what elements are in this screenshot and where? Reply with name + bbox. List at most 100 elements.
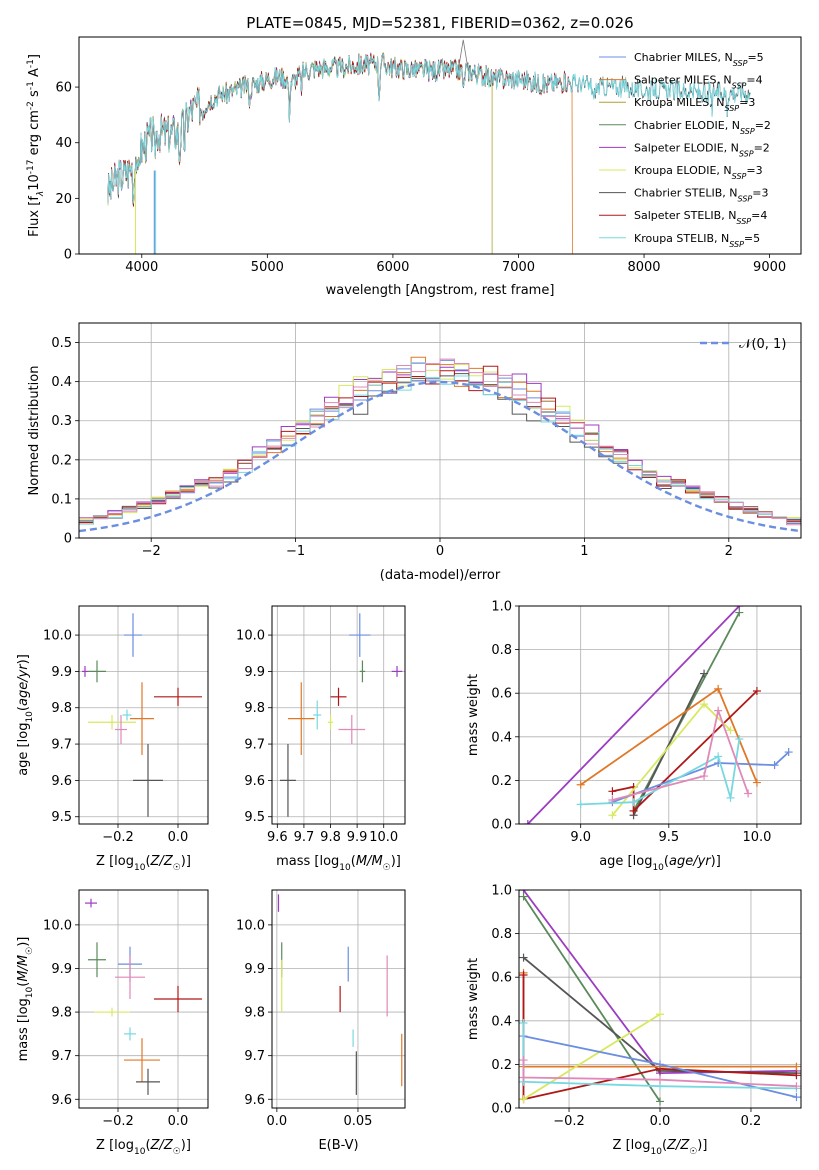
label-part: 10 bbox=[25, 986, 35, 998]
legend-label: Salpeter STELIB, NSSP=4 bbox=[634, 209, 767, 226]
legend-label-part: Kroupa ELODIE, N bbox=[634, 164, 732, 177]
y-tick-label: 9.9 bbox=[244, 665, 265, 680]
label-part: Z [log bbox=[96, 1138, 134, 1153]
weight-series bbox=[612, 751, 790, 804]
weight-marker bbox=[656, 1075, 664, 1084]
legend-label-part: SSP bbox=[732, 172, 747, 181]
weight-marker bbox=[700, 669, 709, 678]
label-part: / bbox=[366, 854, 373, 869]
label-part: ☉ bbox=[173, 1147, 181, 1157]
x-tick-label: 0.0 bbox=[168, 1114, 189, 1129]
y-tick-label: 0.4 bbox=[491, 1014, 512, 1029]
y-tick-label: 40 bbox=[55, 136, 72, 151]
weight-marker bbox=[519, 1018, 528, 1027]
legend-label-part: =3 bbox=[752, 187, 768, 200]
legend-label-part: =2 bbox=[755, 119, 771, 132]
label-part: / bbox=[692, 854, 699, 869]
label-part: Z bbox=[150, 1138, 161, 1153]
legend-label-part: Salpeter STELIB, N bbox=[634, 209, 736, 222]
weight-series bbox=[580, 738, 741, 806]
y-tick-label: 9.5 bbox=[244, 810, 265, 825]
label-part: 10 bbox=[339, 863, 351, 873]
label-part: ( bbox=[16, 982, 31, 987]
x-axis-label: Z [log10(Z/Z☉)] bbox=[613, 1138, 708, 1157]
axes-frame bbox=[78, 889, 209, 1109]
y-tick-label: 9.7 bbox=[244, 738, 265, 753]
legend-label-part: SSP bbox=[724, 104, 739, 113]
legend-label-part: =4 bbox=[751, 209, 767, 222]
y-tick-label: 0.5 bbox=[51, 336, 72, 351]
spectrum-series bbox=[107, 52, 573, 254]
x-tick-label: 0.0 bbox=[267, 1114, 288, 1129]
legend-label-part: =3 bbox=[746, 164, 762, 177]
legend-label-part: =4 bbox=[746, 74, 762, 87]
spectrum-series bbox=[107, 53, 751, 204]
label-part: ☉ bbox=[173, 863, 181, 873]
label-part: 10 bbox=[25, 711, 35, 723]
y-tick-label: 0 bbox=[64, 248, 72, 263]
label-part: ( bbox=[662, 1138, 667, 1153]
x-axis-label: (data-model)/error bbox=[380, 568, 501, 583]
label-part: Z bbox=[666, 1138, 677, 1153]
weight-marker bbox=[726, 726, 735, 735]
weight-series bbox=[523, 1013, 661, 1101]
x-tick-label: 0.2 bbox=[741, 1114, 762, 1129]
label-part: Z [log bbox=[96, 854, 134, 869]
spectrum-panel: 4000 5000 6000 7000 8000 9000 0 20 40 60 Chabrier … bbox=[26, 36, 802, 298]
label-part: Z bbox=[150, 854, 161, 869]
legend-label: Kroupa MILES, NSSP=3 bbox=[634, 96, 755, 113]
x-tick-label: 9.0 bbox=[570, 830, 591, 845]
weight-marker bbox=[726, 793, 735, 802]
histogram-series bbox=[79, 358, 801, 538]
x-axis-label: Z [log10(Z/Z☉)] bbox=[96, 1138, 191, 1157]
x-tick-label: −0.2 bbox=[553, 1114, 585, 1129]
y-tick-label: 9.8 bbox=[51, 701, 72, 716]
weight-marker bbox=[752, 778, 761, 787]
legend-label: Chabrier MILES, NSSP=5 bbox=[634, 51, 764, 68]
x-tick-label: 1 bbox=[580, 544, 588, 559]
y-tick-label: 9.8 bbox=[244, 1006, 265, 1021]
legend-label-part: SSP bbox=[738, 194, 753, 203]
y-tick-label: 0.6 bbox=[491, 687, 512, 702]
weight-marker bbox=[608, 787, 617, 796]
label-part: 10 bbox=[134, 863, 146, 873]
y-tick-label: 9.8 bbox=[244, 701, 265, 716]
legend-label: 𝒩(0, 1) bbox=[739, 337, 786, 352]
weight-marker bbox=[519, 971, 528, 980]
emission-spike bbox=[457, 39, 469, 71]
y-axis-label: mass weight bbox=[466, 674, 481, 756]
weight-series bbox=[527, 606, 740, 824]
x-tick-label: 6000 bbox=[376, 260, 409, 275]
axes-frame bbox=[78, 322, 802, 539]
x-tick-label: 0 bbox=[436, 544, 444, 559]
x-tick-label: 0.05 bbox=[343, 1114, 372, 1129]
y-tick-label: 9.6 bbox=[51, 774, 72, 789]
label-part: )] bbox=[181, 854, 191, 869]
weight-series bbox=[522, 896, 661, 1102]
label-part: ( bbox=[351, 854, 356, 869]
x-axis-label: age [log10(age/yr)] bbox=[599, 854, 721, 873]
y-label-part: 10 bbox=[27, 174, 42, 191]
x-axis-label: mass [log10(M/M☉)] bbox=[276, 854, 401, 873]
legend-label-part: SSP bbox=[732, 81, 747, 90]
x-tick-label: −1 bbox=[286, 544, 305, 559]
y-tick-label: 20 bbox=[55, 192, 72, 207]
label-part: age [log bbox=[16, 723, 31, 776]
spectrum-series bbox=[107, 52, 493, 254]
y-tick-label: 0.8 bbox=[491, 927, 512, 942]
label-part: / bbox=[158, 1138, 165, 1153]
axes-frame bbox=[518, 889, 802, 1109]
label-part: age [log bbox=[599, 854, 652, 869]
y-label-part: -17 bbox=[26, 160, 36, 175]
weight-marker bbox=[523, 820, 532, 824]
y-label-part: s bbox=[27, 90, 42, 101]
age_vs_z-panel: −0.2 0.09.59.69.79.89.910.0Z [log10(Z/Z☉)… bbox=[16, 605, 209, 873]
label-part: / bbox=[16, 964, 31, 971]
weight-marker bbox=[576, 780, 585, 789]
legend-label-part: Salpeter MILES, N bbox=[634, 74, 732, 87]
legend-label-part: SSP bbox=[736, 217, 751, 226]
weight-series bbox=[612, 707, 749, 801]
label-part: M bbox=[371, 854, 382, 869]
y-tick-label: 9.8 bbox=[51, 1006, 72, 1021]
axes-frame bbox=[78, 36, 802, 255]
